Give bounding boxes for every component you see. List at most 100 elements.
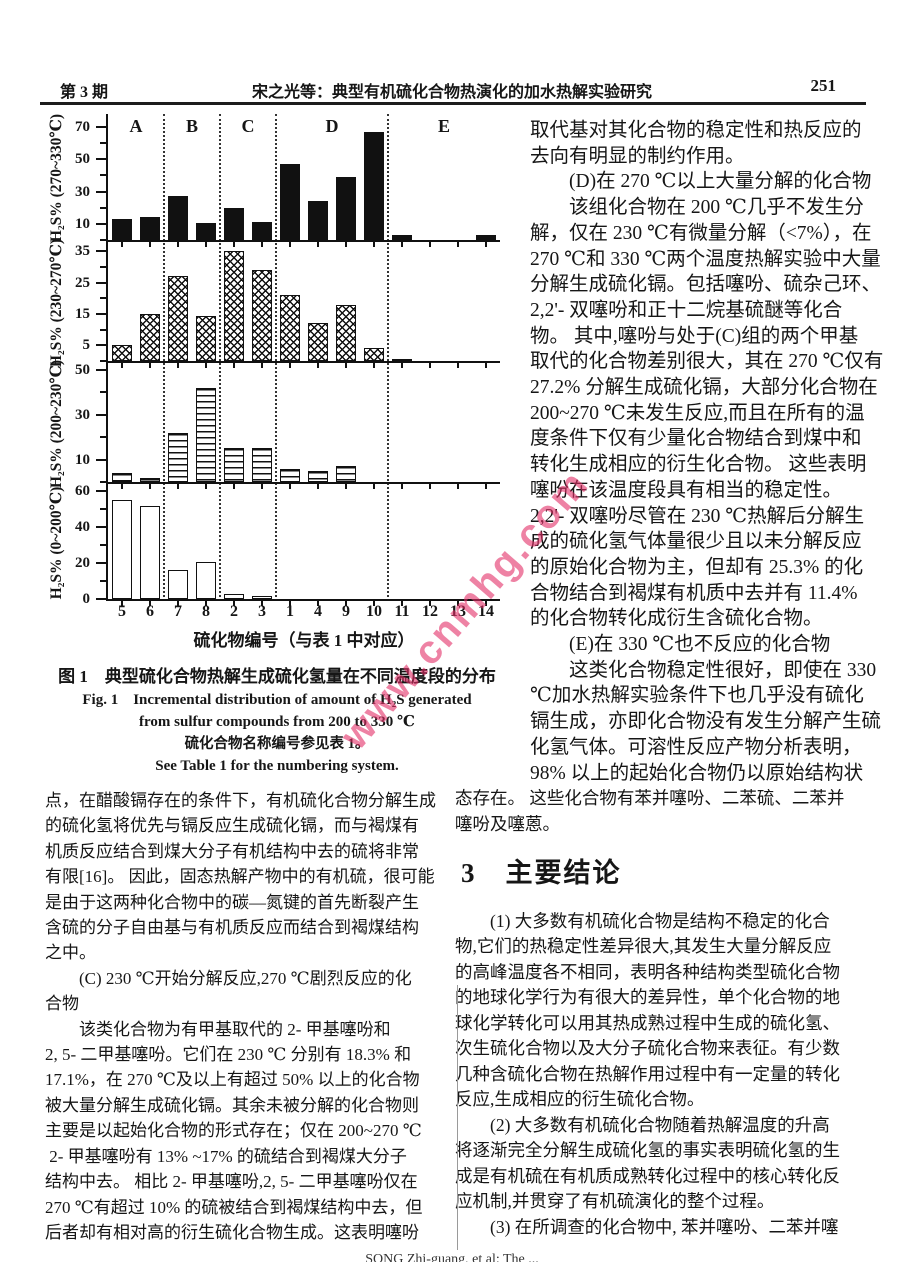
y-minor-tick <box>100 481 106 483</box>
x-tick <box>149 242 151 247</box>
bar-H₂S% (0~200℃)-8 <box>196 562 216 599</box>
text-line: 球化学转化可以用其热成熟过程中生成的硫化氢、 <box>455 1012 840 1033</box>
caption-english-line2: from sulfur compounds from 200 to 330 ℃ <box>139 714 415 730</box>
x-tick <box>485 484 487 489</box>
bar-H₂S% (230~270℃)-3 <box>252 270 272 361</box>
x-tick <box>345 363 347 368</box>
bar-H₂S% (0~200℃)-3 <box>252 596 272 599</box>
x-tick <box>233 484 235 489</box>
x-tick <box>429 601 431 606</box>
text-line: 的化合物转化成衍生含硫化合物。 <box>530 608 823 630</box>
bar-H₂S% (230~270℃)-2 <box>224 251 244 361</box>
bar-H₂S% (270~330℃)-7 <box>168 196 188 240</box>
y-tick-label: 0 <box>82 591 91 607</box>
text-line: (C) 230 ℃开始分解反应,270 ℃剧烈反应的化 <box>45 968 412 988</box>
x-tick <box>149 484 151 489</box>
y-major-tick <box>96 598 106 600</box>
text-line: 2,2'- 双噻吩尽管在 230 ℃热解后分解生 <box>530 505 865 527</box>
x-tick <box>345 484 347 489</box>
text-line: 是由于这两种化合物中的碳—氮键的首先断裂产生 <box>45 892 419 912</box>
text-line: 的地球化学行为有很大的差异性，单个化合物的地 <box>455 987 840 1007</box>
y-axis-line <box>106 484 108 601</box>
text-line: 机质反应结合到煤大分子有机结构中去的硫将非常 <box>45 841 419 861</box>
y-axis-label: H₂S% (230~270℃) <box>48 238 65 367</box>
bar-H₂S% (200~230℃)-8 <box>196 387 216 482</box>
x-tick <box>457 363 459 368</box>
zone-divider-line <box>387 114 389 601</box>
y-major-tick <box>96 281 106 284</box>
text-line: 合物 <box>45 994 79 1014</box>
text-line: 将逐渐完全分解生成硫化氢的事实表明硫化氢的生 <box>455 1140 840 1160</box>
bar-H₂S% (200~230℃)-6 <box>140 477 160 482</box>
bar-H₂S% (230~270℃)-10 <box>364 348 384 361</box>
bar-H₂S% (270~330℃)-5 <box>112 219 132 240</box>
text-line: 该组化合物在 200 ℃几乎不发生分 <box>530 197 864 219</box>
y-minor-tick <box>100 206 106 209</box>
text-line: 的原始化合物为主，但却有 25.3% 的化 <box>530 556 864 578</box>
x-tick <box>233 242 235 247</box>
text-line: 被大量分解生成硫化镉。其余未被分解的化合物则 <box>45 1095 419 1115</box>
text-line: 物,它们的热稳定性差异很大,其发生大量分解反应 <box>455 936 832 956</box>
text-line: 应机制,并贯穿了有机硫演化的整个过程。 <box>455 1191 775 1211</box>
text-line: 噻吩及噻蒽。 <box>455 813 560 834</box>
text-line: 合物结合到褐煤有机质中去并有 11.4% <box>530 582 858 604</box>
text-line: 98% 以上的起始化合物仍以原始结构状 <box>530 762 864 784</box>
x-category-label: 5 <box>118 603 126 620</box>
y-axis-label: H₂S% (200~230℃) <box>48 359 65 488</box>
x-tick <box>401 601 403 606</box>
x-tick <box>205 242 207 247</box>
y-minor-tick <box>100 297 106 300</box>
caption-english-line1: Fig. 1 Incremental distribution of amoun… <box>82 692 472 708</box>
x-axis-line <box>106 240 500 242</box>
y-major-tick <box>96 490 106 493</box>
text-line: 后者却有相对高的衍生硫化合物生成。这表明噻吩 <box>45 1222 419 1242</box>
text-line: 次生硫化合物以及大分子硫化合物来表征。有少数 <box>455 1038 840 1058</box>
y-axis-line <box>106 114 108 242</box>
bar-H₂S% (200~230℃)-4 <box>308 470 328 482</box>
x-tick <box>177 484 179 489</box>
text-line: 的高峰温度各不相同，表明各种结构类型硫化合物 <box>455 961 840 982</box>
x-axis-title: 硫化物编号（与表 1 中对应） <box>193 631 415 650</box>
text-line: 点，在醋酸镉存在的条件下，有机硫化合物分解生成 <box>45 791 436 810</box>
figure-1: H₂S% (270~330℃) 10 30 50 70 H₂S% (230~270℃) 5 1… <box>42 114 512 777</box>
y-major-tick <box>96 368 106 371</box>
x-category-label: 10 <box>366 603 382 620</box>
bar-H₂S% (270~330℃)-10 <box>364 131 384 240</box>
bar-H₂S% (230~270℃)-6 <box>140 314 160 361</box>
running-title: 宋之光等：典型有机硫化合物热演化的加水热解实验研究 <box>251 84 652 101</box>
x-tick <box>429 242 431 247</box>
y-tick-label: 5 <box>82 337 91 354</box>
y-major-tick <box>96 313 106 316</box>
right-bottom-intro: 态存在。 这些化合物有苯并噻吩、二苯硫、二苯并 噻吩及噻蒽。 <box>455 786 879 837</box>
bar-H₂S% (200~230℃)-7 <box>168 432 188 482</box>
x-tick <box>149 363 151 368</box>
bar-H₂S% (0~200℃)-2 <box>224 593 244 599</box>
zone-divider-line <box>275 114 277 601</box>
y-minor-tick <box>100 328 106 331</box>
text-line: 取代的化合物差别很大，其在 270 ℃仅有 <box>530 351 884 373</box>
text-line: 2,2'- 双噻吩和正十二烷基硫醚等化合 <box>530 299 843 321</box>
x-category-label: 7 <box>174 603 182 620</box>
text-line: (1) 大多数有机硫化合物是结构不稳定的化合 <box>455 910 830 931</box>
y-tick-label: 35 <box>75 243 90 260</box>
text-line: (3) 在所调查的化合物中, 苯并噻吩、二苯并噻 <box>455 1216 839 1237</box>
journal-issue: 第 3 期 <box>60 84 109 101</box>
y-tick-label: 50 <box>75 361 90 378</box>
zone-label-C: C <box>241 116 255 136</box>
text-line: 转化生成相应的衍生化合物。 这些表明 <box>530 454 867 476</box>
figure-1-plots: H₂S% (270~330℃) 10 30 50 70 H₂S% (230~270℃) 5 1… <box>42 114 512 651</box>
x-tick <box>457 242 459 247</box>
x-tick <box>373 363 375 368</box>
x-tick <box>289 484 291 489</box>
text-line: 的硫化氢将优先与镉反应生成硫化镉，而与褐煤有 <box>45 816 419 836</box>
y-major-tick <box>96 344 106 347</box>
x-tick <box>121 242 123 247</box>
text-line: (D)在 270 ℃以上大量分解的化合物 <box>530 171 872 193</box>
chart-panel-1: H₂S% (230~270℃) 5 15 25 35 <box>42 238 512 368</box>
y-tick-label: 30 <box>75 183 90 200</box>
y-major-tick <box>96 562 106 565</box>
page-number: 251 <box>810 76 837 95</box>
x-tick <box>485 242 487 247</box>
text-line: 成的硫化氢气体量很少且以未分解反应 <box>530 531 862 553</box>
y-minor-tick <box>100 266 106 269</box>
